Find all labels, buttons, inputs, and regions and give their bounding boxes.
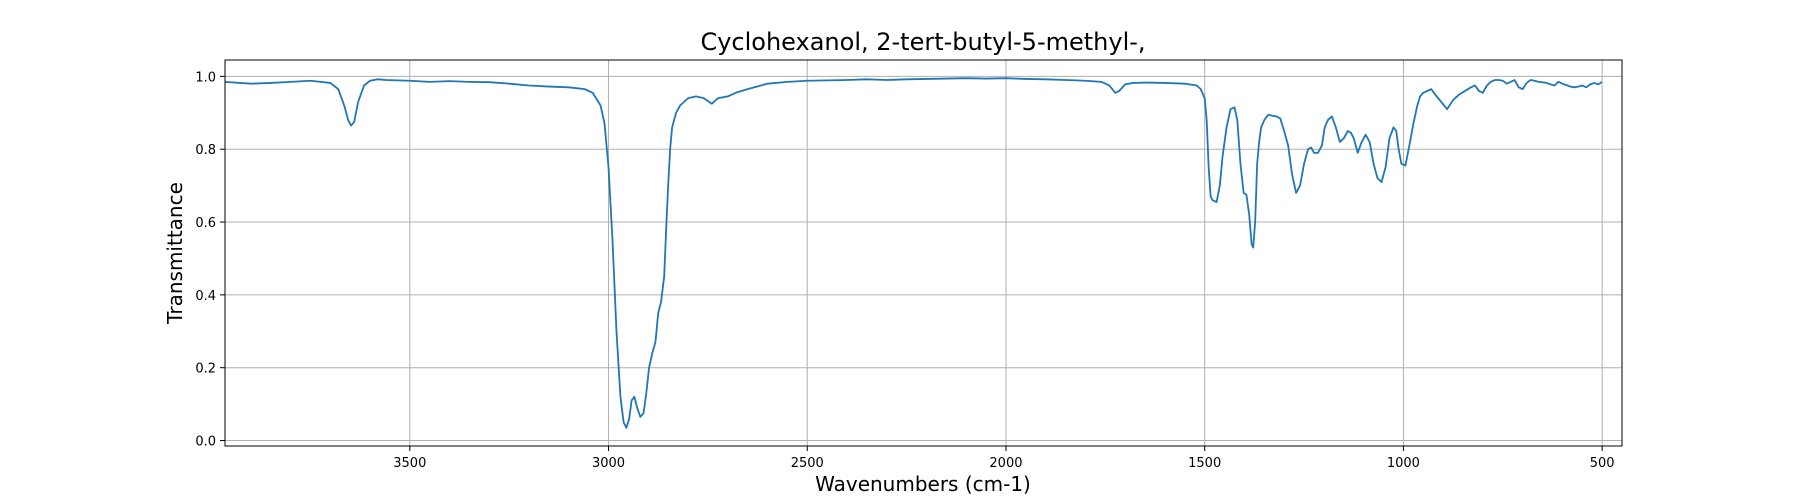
y-tick-label: 0.2	[195, 362, 216, 377]
y-tick-label: 0.4	[195, 289, 216, 304]
x-axis-label: Wavenumbers (cm-1)	[815, 472, 1031, 496]
axis-ticks: 3500 3000 2500 2000 1500 1000 500 0.0 0.2 0.4 0.6 0…	[195, 70, 1614, 471]
x-tick-label: 1000	[1387, 456, 1420, 471]
grid	[225, 60, 1622, 446]
x-tick-label: 3000	[592, 456, 625, 471]
y-tick-label: 0.6	[195, 216, 216, 231]
x-tick-label: 3500	[393, 456, 426, 471]
x-tick-label: 2000	[989, 456, 1022, 471]
y-tick-label: 0.8	[195, 143, 216, 158]
chart-title: Cyclohexanol, 2-tert-butyl-5-methyl-,	[700, 28, 1145, 56]
y-tick-label: 0.0	[195, 435, 216, 450]
series-group	[224, 77, 1603, 429]
x-tick-label: 500	[1590, 456, 1615, 471]
x-tick-label: 1500	[1188, 456, 1221, 471]
y-tick-label: 1.0	[195, 70, 216, 85]
plot-area-frame	[224, 59, 1623, 447]
spectrum-line	[224, 77, 1603, 429]
y-axis-label: Transmittance	[163, 182, 187, 325]
x-tick-label: 2500	[791, 456, 824, 471]
